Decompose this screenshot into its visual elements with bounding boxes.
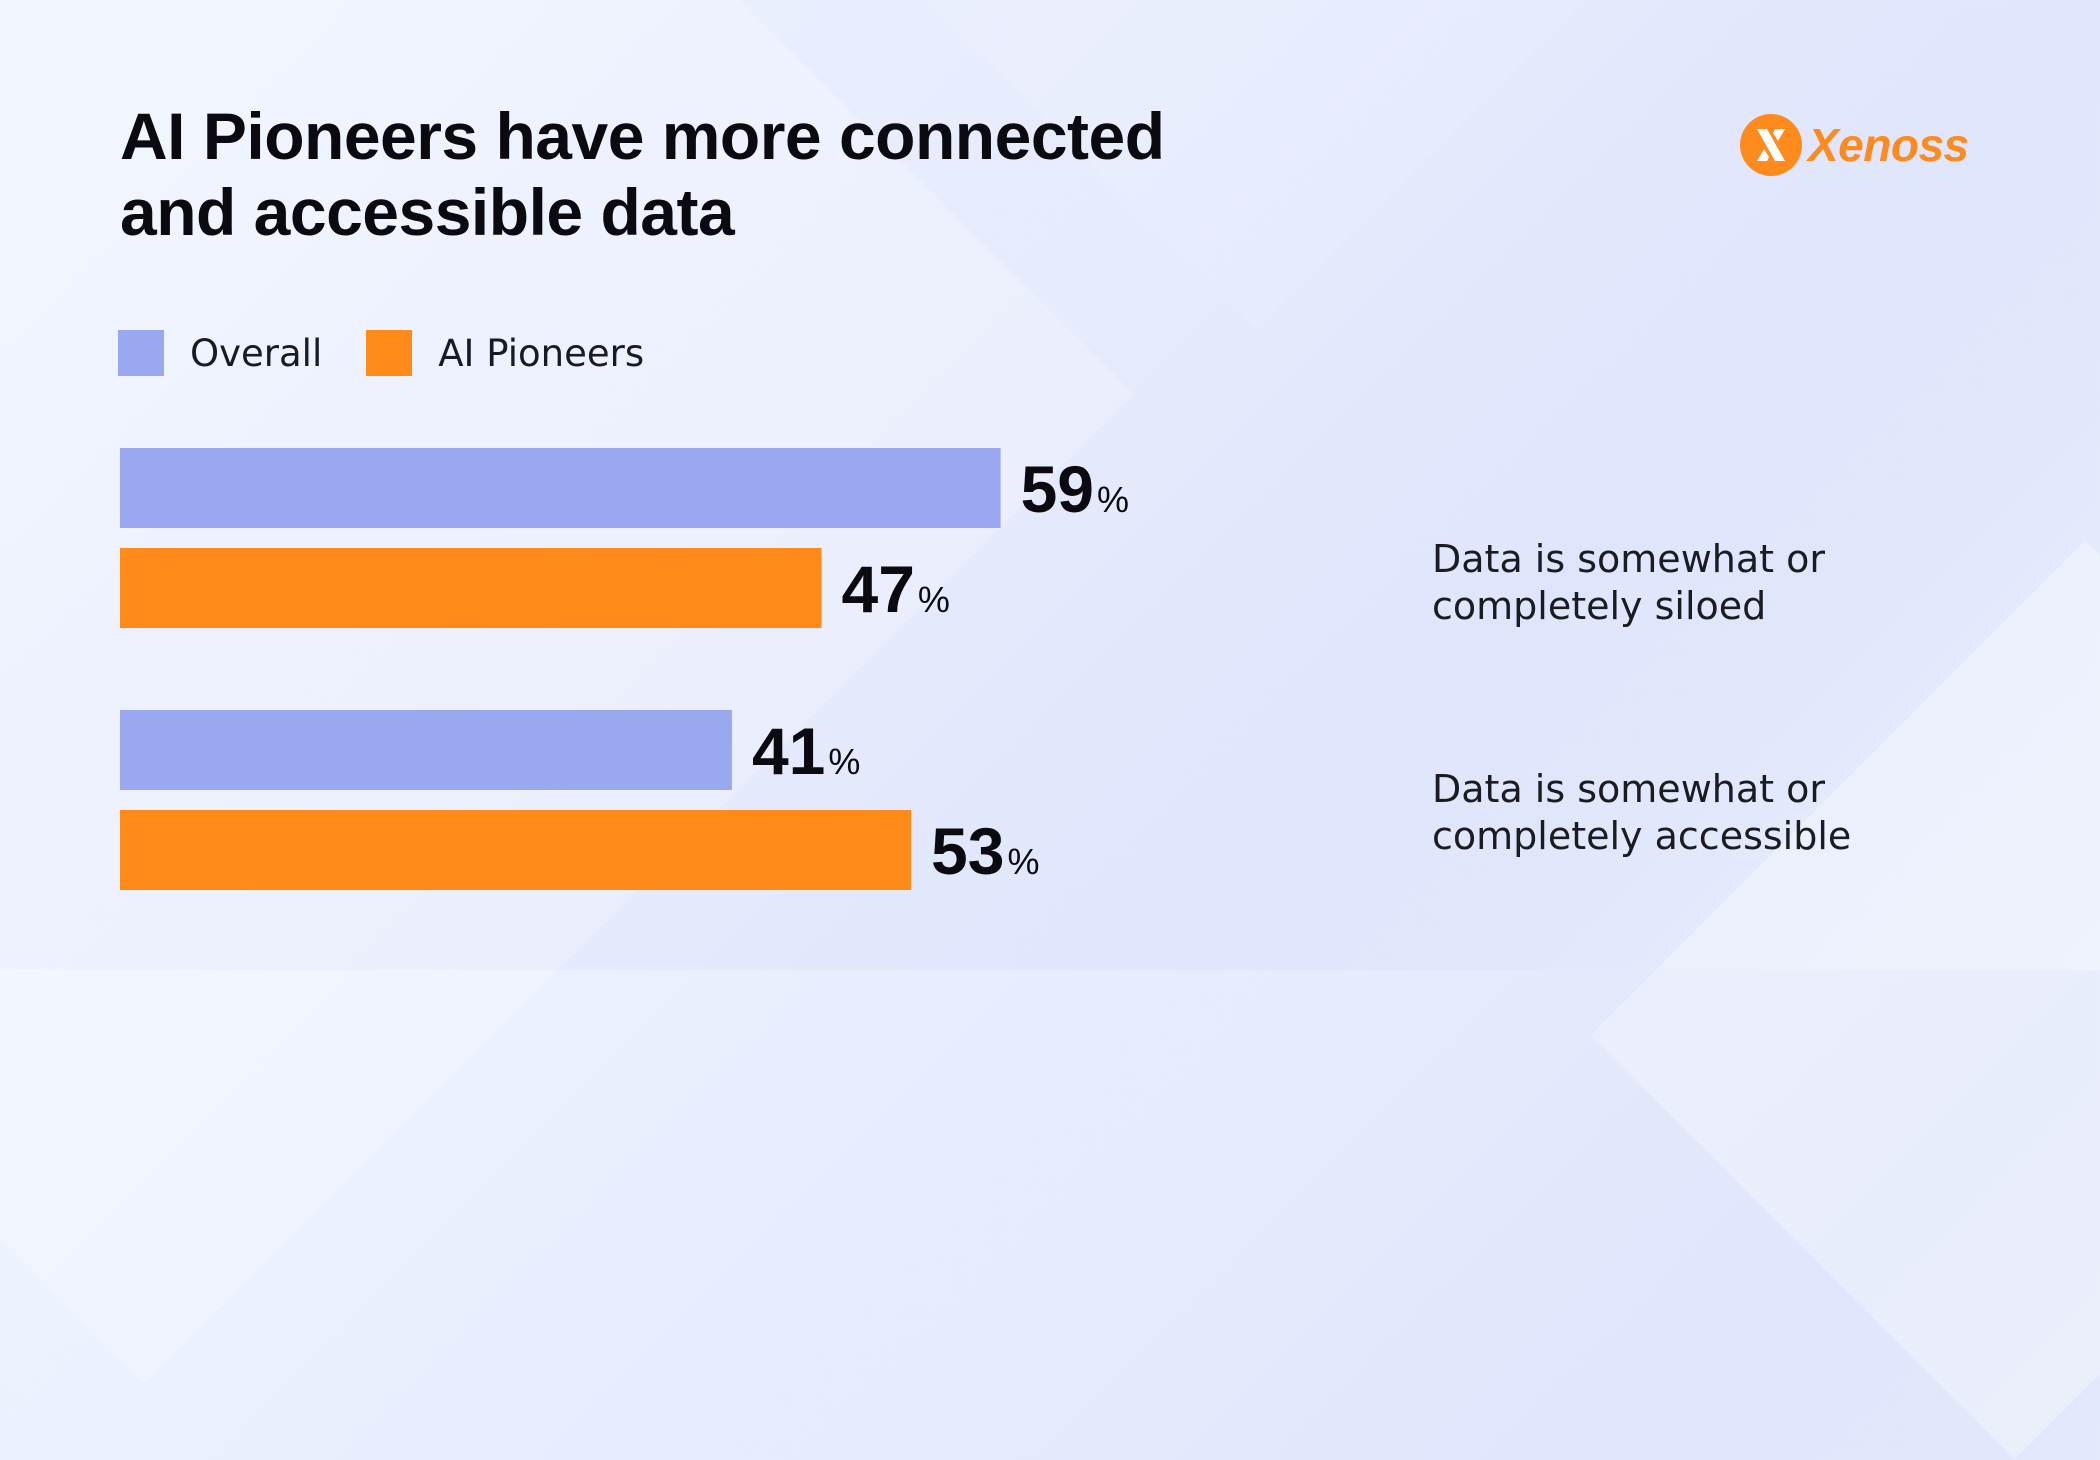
bar-overall-accessible [120, 710, 732, 790]
bar-ai-pioneers-accessible [120, 810, 912, 890]
data-label: 47% [841, 552, 949, 626]
chart-title-line: AI Pioneers have more connected [120, 99, 1165, 173]
data-label: 41% [752, 714, 860, 788]
category-label-line: completely accessible [1432, 814, 1852, 858]
legend-item-overall: Overall [118, 330, 322, 376]
bar-ai-pioneers-siloed [120, 548, 822, 628]
chart-legend: Overall AI Pioneers [118, 330, 688, 376]
legend-label-ai-pioneers: AI Pioneers [438, 331, 645, 375]
data-label: 59% [1021, 452, 1129, 526]
category-label-line: completely siloed [1432, 584, 1767, 628]
brand-name: Xenoss [1808, 119, 1969, 171]
legend-swatch-ai-pioneers [366, 330, 413, 376]
category-label-line: Data is somewhat or [1432, 767, 1825, 811]
category-label-accessible: Data is somewhat or completely accessibl… [1432, 766, 1851, 860]
legend-label-overall: Overall [190, 331, 323, 375]
data-label: 53% [931, 814, 1039, 888]
category-label-siloed: Data is somewhat or completely siloed [1432, 536, 1825, 630]
legend-item-ai-pioneers: AI Pioneers [366, 330, 644, 376]
chart-title: AI Pioneers have more connected and acce… [120, 98, 1165, 250]
bar-overall-siloed [120, 448, 1001, 528]
legend-swatch-overall [118, 330, 164, 376]
chart-title-line: and accessible data [120, 175, 735, 249]
xenoss-logo-icon [1740, 114, 1802, 176]
brand-logo: Xenoss [1738, 110, 1969, 180]
bar-chart: 59% 47% 41% 53% [120, 448, 1129, 890]
category-label-line: Data is somewhat or [1432, 537, 1825, 581]
